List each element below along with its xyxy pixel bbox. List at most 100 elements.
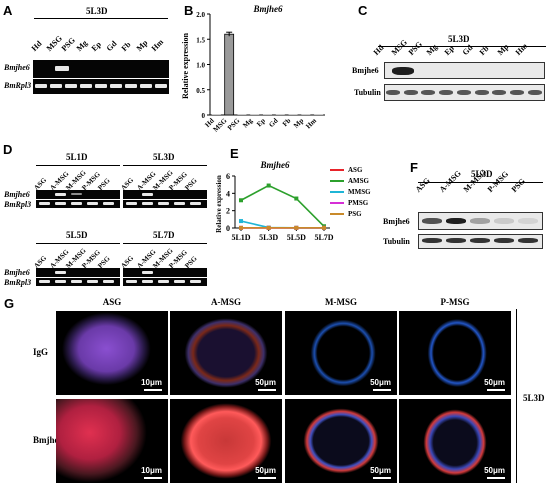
panel-e-legend-swatch bbox=[330, 202, 344, 205]
panel-g-scale-bar bbox=[144, 477, 162, 479]
panel-b-x-tick-label: Hm bbox=[304, 117, 318, 131]
panel-c-tubulin-band bbox=[421, 90, 436, 95]
panel-a-lane-label: Mp bbox=[134, 38, 150, 53]
panel-d-row-bmrpl3: BmRpl3 bbox=[4, 278, 32, 287]
panel-a-rpl3-band bbox=[65, 84, 77, 88]
panel-e-legend-label: PSG bbox=[348, 210, 362, 218]
panel-b-y-label: Relative expression bbox=[181, 33, 190, 99]
panel-b-bar bbox=[263, 114, 272, 115]
panel-c-blot-bmjhe6 bbox=[384, 62, 545, 79]
panel-label-c: C bbox=[358, 3, 368, 18]
panel-e-point bbox=[294, 225, 299, 230]
panel-c-group-label: 5L3D bbox=[448, 34, 470, 44]
panel-c-lane-label: MSG bbox=[389, 37, 409, 57]
panel-label-f: F bbox=[410, 160, 418, 175]
panel-f-bmjhe6-band bbox=[422, 218, 442, 224]
panel-g-column-label: ASG bbox=[102, 297, 122, 307]
panel-b-x-tick-label: Gd bbox=[267, 117, 279, 129]
panel-d-bmjhe6-band bbox=[71, 193, 82, 195]
panel-b-bar bbox=[224, 33, 235, 116]
panel-b-y-tick-label: 1.5 bbox=[196, 36, 205, 44]
panel-d-rpl3-band bbox=[39, 280, 50, 283]
panel-g-scale-label: 10μm bbox=[141, 378, 162, 387]
panel-c-lane-label: Hm bbox=[513, 41, 529, 57]
panel-g-micrograph: 10μm bbox=[56, 311, 168, 395]
panel-c-tubulin-band bbox=[456, 90, 471, 95]
panel-d-bmjhe6-band bbox=[142, 271, 153, 274]
panel-a-lane-label: Hd bbox=[29, 39, 44, 53]
panel-a-rpl3-band bbox=[95, 84, 107, 88]
panel-f-bmjhe6-band bbox=[446, 218, 466, 224]
panel-g-scale-label: 50μm bbox=[484, 378, 505, 387]
panel-d-group-label: 5L3D bbox=[153, 152, 175, 162]
panel-c-tubulin-band bbox=[439, 90, 454, 95]
panel-g-column-label: M-MSG bbox=[325, 297, 357, 307]
panel-e-y-tick-label: 6 bbox=[226, 172, 230, 181]
panel-e-legend-label: AMSG bbox=[348, 177, 369, 185]
panel-e-x-tick-label: 5L3D bbox=[259, 233, 278, 242]
panel-b-bar bbox=[314, 114, 324, 115]
panel-e-legend-item: MMSG bbox=[330, 188, 371, 199]
panel-a-rpl3-band bbox=[50, 84, 62, 88]
panel-g-scale-label: 50μm bbox=[255, 466, 276, 475]
panel-e-legend-label: MMSG bbox=[348, 188, 371, 196]
panel-b-x-tick-label: Mg bbox=[241, 116, 254, 129]
panel-d-rpl3-band bbox=[87, 202, 98, 205]
panel-f-group-label: 5L3D bbox=[471, 169, 493, 179]
panel-a-group-label: 5L3D bbox=[86, 6, 108, 16]
panel-d-rpl3-band bbox=[71, 202, 82, 205]
panel-e-legend-item: ASG bbox=[330, 166, 371, 177]
panel-a-row-bmrpl3: BmRpl3 bbox=[4, 81, 32, 90]
panel-f-bmjhe6-band bbox=[470, 218, 490, 224]
panel-d-gel-bmjhe6 bbox=[123, 190, 207, 199]
panel-c-bracket bbox=[378, 46, 546, 47]
panel-d-row-bmrpl3: BmRpl3 bbox=[4, 200, 32, 209]
panel-g-column-label: A-MSG bbox=[211, 297, 241, 307]
panel-b-x-tick-label: Fb bbox=[281, 117, 293, 129]
panel-e-y-tick-label: 0 bbox=[226, 224, 230, 233]
panel-e-legend: ASG AMSG MMSG PMSG PSG bbox=[330, 166, 371, 221]
panel-a-lane-label: Hm bbox=[149, 37, 166, 53]
panel-b-y-tick-label: 1.0 bbox=[196, 62, 205, 70]
panel-g-micrograph: 50μm bbox=[170, 399, 282, 483]
panel-d-rpl3-band bbox=[190, 202, 201, 205]
panel-d-rpl3-band bbox=[142, 202, 153, 205]
panel-d-group-label: 5L1D bbox=[66, 152, 88, 162]
panel-e-legend-item: PSG bbox=[330, 210, 371, 221]
panel-g-scale-bar bbox=[373, 389, 391, 391]
panel-d-rpl3-band bbox=[174, 202, 185, 205]
panel-e-x-tick-label: 5L7D bbox=[314, 233, 333, 242]
panel-a-gel-bmjhe6 bbox=[33, 60, 169, 78]
panel-c-lane-label: Mg bbox=[424, 42, 440, 57]
panel-d-rpl3-band bbox=[55, 202, 66, 205]
panel-e-legend-swatch bbox=[330, 191, 344, 194]
panel-d-rpl3-band bbox=[103, 280, 114, 283]
panel-f-tubulin-band bbox=[422, 238, 442, 243]
panel-g-scale-label: 10μm bbox=[141, 466, 162, 475]
panel-label-d: D bbox=[3, 142, 13, 157]
panel-e-series-line bbox=[240, 184, 325, 227]
panel-e-legend-item: PMSG bbox=[330, 199, 371, 210]
panel-f-lane-label: ASG bbox=[413, 176, 432, 194]
panel-a-rpl3-band bbox=[80, 84, 92, 88]
panel-c-tubulin-band bbox=[403, 90, 418, 95]
panel-b-bar bbox=[250, 114, 260, 115]
panel-d-group-label: 5L5D bbox=[66, 230, 88, 240]
panel-g-micrograph: 10μm bbox=[56, 399, 168, 483]
panel-d-rpl3-band bbox=[158, 202, 169, 205]
panel-d-rpl3-band bbox=[103, 202, 114, 205]
panel-c-lane-label: PSG bbox=[407, 39, 425, 57]
panel-label-g: G bbox=[4, 296, 15, 311]
panel-d-rpl3-band bbox=[39, 202, 50, 205]
panel-d-bmjhe6-band bbox=[55, 193, 66, 196]
panel-g-scale-bar bbox=[487, 477, 505, 479]
panel-g-scale-bar bbox=[373, 477, 391, 479]
panel-a-rpl3-band bbox=[110, 84, 122, 88]
panel-f-tubulin-band bbox=[446, 238, 466, 243]
panel-b-bar bbox=[211, 114, 221, 115]
panel-g-scale-label: 50μm bbox=[370, 466, 391, 475]
panel-e-point bbox=[239, 198, 243, 203]
panel-g-scale-bar bbox=[487, 389, 505, 391]
panel-f-row-bmjhe6: Bmjhe6 bbox=[383, 217, 410, 226]
